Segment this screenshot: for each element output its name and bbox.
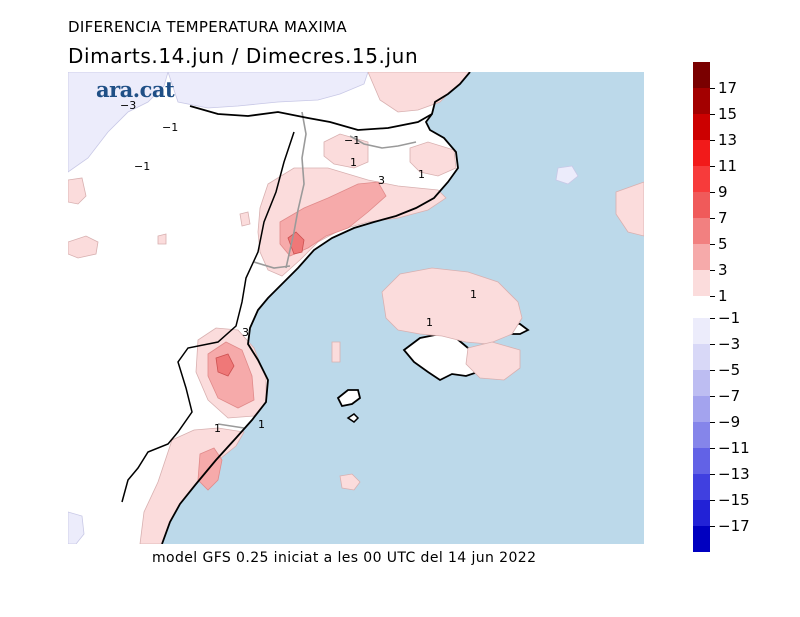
legend-tick [710, 396, 715, 397]
legend-swatch [693, 244, 710, 270]
legend-label: −7 [718, 387, 741, 405]
legend-tick [710, 192, 715, 193]
legend-tick [710, 88, 715, 89]
contour-label: 1 [426, 316, 433, 329]
legend-tick [710, 448, 715, 449]
eivissa [336, 389, 362, 408]
legend-swatch [693, 448, 710, 474]
legend-swatch [693, 88, 710, 114]
legend-label: −1 [718, 309, 741, 327]
legend-tick [710, 114, 715, 115]
region-borders [217, 111, 417, 429]
legend-swatch [693, 270, 710, 296]
legend-tick [710, 166, 715, 167]
legend-label: −15 [718, 491, 750, 509]
legend-swatch [693, 140, 710, 166]
legend-swatch [693, 318, 710, 344]
legend-label: 13 [718, 131, 738, 149]
legend-label: 9 [718, 183, 728, 201]
legend-label: 7 [718, 209, 728, 227]
legend-tick [710, 474, 715, 475]
map-title: DIFERENCIA TEMPERATURA MAXIMA [68, 18, 347, 36]
legend-label: 1 [718, 287, 728, 305]
legend-swatch [693, 422, 710, 448]
coastline [161, 72, 471, 544]
legend-label: −3 [718, 335, 741, 353]
legend-tick [710, 344, 715, 345]
map-subtitle: Dimarts.14.jun / Dimecres.15.jun [68, 44, 419, 68]
contour-label: −1 [162, 121, 178, 134]
legend-tick [710, 270, 715, 271]
contour-label: 1 [258, 418, 265, 431]
legend-label: 3 [718, 261, 728, 279]
legend-swatch [693, 344, 710, 370]
legend-tick [710, 526, 715, 527]
contour-labels: −3 −1 −1 −1 1 1 3 1 1 3 1 1 [120, 99, 477, 435]
legend-tick [710, 318, 715, 319]
interior-border [121, 131, 295, 503]
legend-swatch [693, 474, 710, 500]
ara-cat-logo: ara.cat [96, 77, 175, 102]
legend-swatch [693, 526, 710, 552]
legend-label: 17 [718, 79, 738, 97]
legend-swatch [693, 500, 710, 526]
contour-label: −3 [120, 99, 136, 112]
contour-label: 1 [470, 288, 477, 301]
legend-tick [710, 422, 715, 423]
legend-label: −5 [718, 361, 741, 379]
legend-tick [710, 218, 715, 219]
contour-label: −1 [344, 134, 360, 147]
legend-swatch [693, 396, 710, 422]
legend-tick [710, 244, 715, 245]
legend-label: −17 [718, 517, 750, 535]
legend-tick [710, 370, 715, 371]
legend-swatch [693, 218, 710, 244]
legend-label: −13 [718, 465, 750, 483]
contour-label: −1 [134, 160, 150, 173]
legend-swatch [693, 62, 710, 88]
legend-swatch [693, 166, 710, 192]
legend-label: 11 [718, 157, 738, 175]
legend-label: 5 [718, 235, 728, 253]
model-run-footer: model GFS 0.25 iniciat a les 00 UTC del … [152, 550, 537, 566]
country-border [189, 105, 433, 131]
formentera [346, 413, 360, 423]
legend-swatch [693, 192, 710, 218]
cool-anomaly-areas [68, 72, 579, 544]
contour-label: 1 [214, 422, 221, 435]
contour-label: 1 [418, 168, 425, 181]
contour-label: 3 [378, 174, 385, 187]
legend-label: −9 [718, 413, 741, 431]
legend-label: 15 [718, 105, 738, 123]
contour-label: 1 [350, 156, 357, 169]
legend-swatch [693, 370, 710, 396]
legend-label: −11 [718, 439, 750, 457]
legend-tick [710, 140, 715, 141]
legend-tick [710, 296, 715, 297]
legend-tick [710, 500, 715, 501]
legend-swatch [693, 114, 710, 140]
temperature-difference-map: −3 −1 −1 −1 1 1 3 1 1 3 1 1 [68, 72, 644, 544]
contour-label: 3 [242, 326, 249, 339]
